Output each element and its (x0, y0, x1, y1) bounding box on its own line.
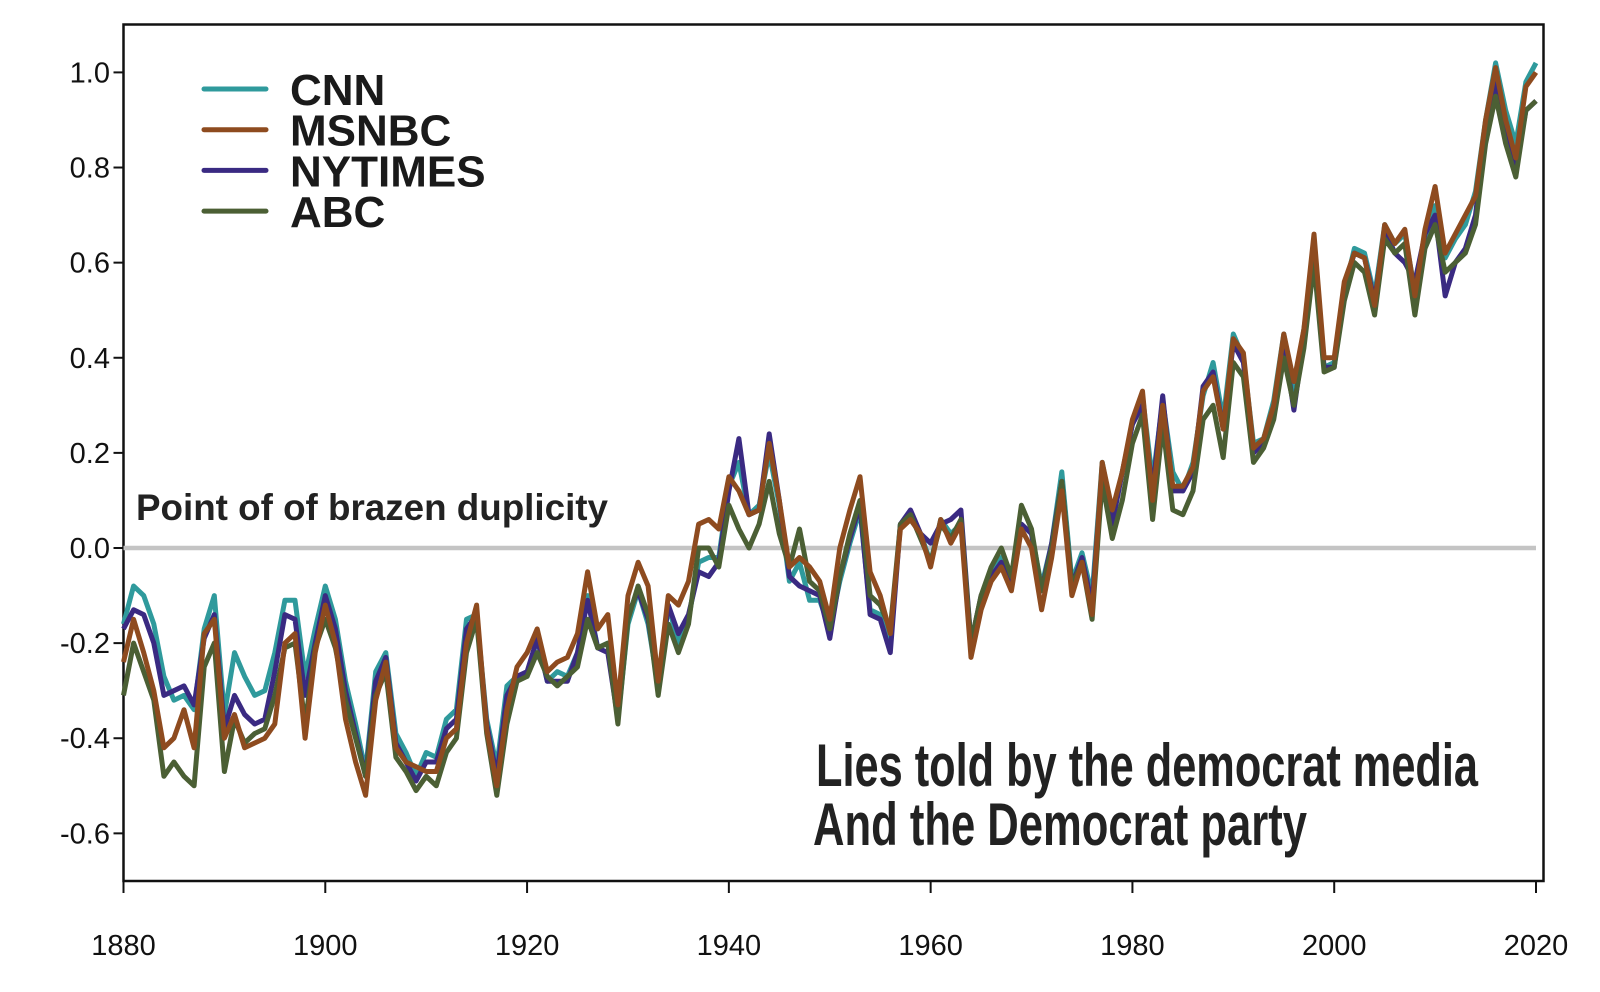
y-tick-label: -0.4 (60, 723, 110, 755)
x-tick-label: 2000 (1302, 930, 1367, 962)
legend-label-msnbc: MSNBC (290, 107, 451, 156)
y-tick-label: 0.6 (70, 248, 110, 280)
legend-label-cnn: CNN (290, 66, 385, 115)
y-tick-label: -0.6 (60, 818, 110, 850)
y-tick-label: 0.8 (70, 153, 110, 185)
y-tick-label: 0.4 (70, 343, 110, 375)
y-tick-label: 0.0 (70, 533, 110, 565)
annotation-line-1: Lies told by the democrat media (816, 732, 1478, 799)
y-tick-label: 0.2 (70, 438, 110, 470)
zero-line-label: Point of of brazen duplicity (136, 487, 608, 528)
y-tick-label: -0.2 (60, 628, 110, 660)
x-tick-label: 1980 (1100, 930, 1165, 962)
legend-label-nytimes: NYTIMES (290, 147, 486, 196)
x-tick-label: 1940 (697, 930, 762, 962)
series-line-msnbc (121, 65, 1539, 798)
annotation-line-2: And the Democrat party (813, 791, 1307, 858)
x-tick-label: 1960 (898, 930, 963, 962)
legend-label-abc: ABC (290, 188, 385, 237)
series-lines (121, 60, 1539, 798)
x-axis: 1880 1900 1920 1940 1960 1980 2000 2020 (91, 881, 1568, 962)
x-tick-label: 2020 (1504, 930, 1569, 962)
series-line-abc (121, 93, 1538, 798)
y-tick-label: 1.0 (70, 57, 110, 89)
x-tick-label: 1920 (495, 930, 560, 962)
y-axis: 1.0 0.8 0.6 0.4 0.2 0.0 -0.2 -0.4 -0.6 (60, 57, 124, 850)
x-tick-label: 1880 (91, 930, 156, 962)
x-tick-label: 1900 (293, 930, 358, 962)
